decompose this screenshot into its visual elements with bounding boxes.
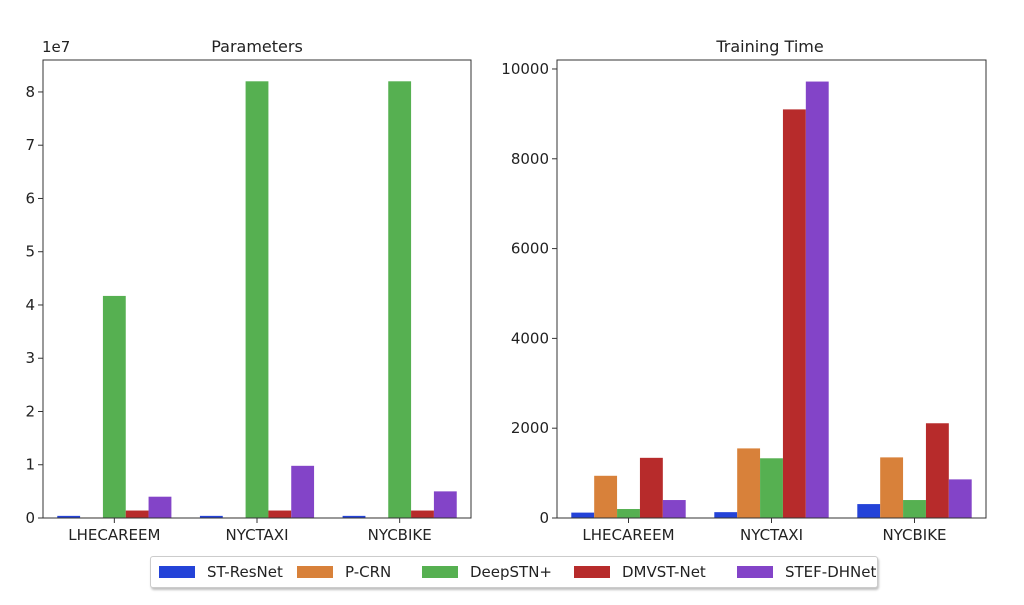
bar-dmvst-net-nycbike [411, 510, 434, 518]
legend: ST-ResNet P-CRN DeepSTN+ DMVST-Net STEF-… [150, 556, 878, 588]
bar-st-resnet-nycbike [342, 515, 366, 518]
legend-label-p-crn: P-CRN [345, 563, 392, 581]
y-tick-label: 2000 [511, 419, 549, 437]
parameters-plot-frame [42, 59, 472, 519]
bar-dmvst-net-nycbike [925, 423, 949, 518]
legend-label-st-resnet: ST-ResNet [207, 563, 283, 581]
bar-dmvst-net-nyctaxi [268, 510, 292, 518]
y-tick-label: 0 [25, 509, 35, 527]
bar-stef-dhnet-lhecareem [148, 496, 172, 518]
bar-st-resnet-lhecareem [571, 512, 595, 518]
y-tick-label: 8 [25, 83, 35, 101]
y-tick-label: 4000 [511, 329, 549, 347]
bar-deepstn-plus-lhecareem [102, 295, 126, 518]
bar-stef-dhnet-nycbike [433, 491, 457, 518]
y-tick-label: 3 [25, 349, 35, 367]
legend-label-dmvst-net: DMVST-Net [622, 563, 706, 581]
y-tick-label: 2 [25, 402, 35, 420]
x-tick-label: NYCBIKE [882, 526, 946, 544]
x-tick-label: LHECAREEM [68, 526, 160, 544]
bar-stef-dhnet-nyctaxi [805, 81, 829, 519]
bar-p-crn-nyctaxi [737, 448, 761, 518]
y-tick-label: 7 [25, 136, 35, 154]
legend-label-deepstn-plus: DeepSTN+ [470, 563, 553, 581]
training-time-chart: Training Time 0 2000 4000 6000 8000 10000 LHE… [501, 37, 987, 544]
legend-swatch-dmvst-net [574, 566, 610, 578]
x-tick-label: LHECAREEM [582, 526, 674, 544]
legend-item-p-crn: P-CRN [297, 563, 422, 581]
y-tick-label: 6000 [511, 240, 549, 258]
training-time-y-ticks: 0 2000 4000 6000 8000 10000 [501, 60, 557, 527]
bar-deepstn-plus-nycbike [388, 81, 412, 519]
legend-item-st-resnet: ST-ResNet [159, 563, 297, 581]
y-tick-label: 10000 [501, 60, 549, 78]
bar-stef-dhnet-nycbike [948, 479, 972, 518]
x-tick-label: NYCBIKE [368, 526, 432, 544]
y-tick-label: 1 [25, 456, 35, 474]
legend-swatch-st-resnet [159, 566, 195, 578]
bar-deepstn-plus-nyctaxi [760, 458, 783, 518]
training-time-x-ticks: LHECAREEM NYCTAXI NYCBIKE [582, 518, 947, 544]
parameters-chart: Parameters 1e7 0 1 2 3 4 5 6 7 8 LHECAREEM NYCTAX… [25, 37, 472, 544]
bar-dmvst-net-lhecareem [125, 510, 149, 518]
parameters-x-ticks: LHECAREEM NYCTAXI NYCBIKE [68, 518, 432, 544]
legend-swatch-deepstn-plus [422, 566, 458, 578]
bar-st-resnet-lhecareem [57, 515, 81, 518]
y-tick-label: 4 [25, 296, 35, 314]
training-time-bars [571, 81, 972, 519]
bar-st-resnet-nyctaxi [199, 515, 223, 518]
x-tick-label: NYCTAXI [740, 526, 803, 544]
bar-deepstn-plus-nyctaxi [245, 81, 269, 519]
y-tick-label: 8000 [511, 150, 549, 168]
parameters-bars [57, 81, 457, 519]
bar-st-resnet-nycbike [857, 504, 881, 518]
training-time-title: Training Time [715, 37, 823, 56]
y-tick-label: 6 [25, 189, 35, 207]
training-time-plot-frame [556, 59, 987, 519]
y-tick-label: 0 [539, 509, 549, 527]
parameters-y-ticks: 0 1 2 3 4 5 6 7 8 [25, 83, 43, 527]
bar-dmvst-net-nyctaxi [782, 109, 806, 518]
legend-item-deepstn-plus: DeepSTN+ [422, 563, 574, 581]
x-tick-label: NYCTAXI [226, 526, 289, 544]
legend-swatch-stef-dhnet [737, 566, 773, 578]
bar-st-resnet-nyctaxi [714, 512, 738, 518]
legend-swatch-p-crn [297, 566, 333, 578]
parameters-title: Parameters [211, 37, 303, 56]
legend-item-dmvst-net: DMVST-Net [574, 563, 737, 581]
legend-item-stef-dhnet: STEF-DHNet [737, 563, 877, 581]
bar-p-crn-lhecareem [594, 475, 618, 518]
bar-stef-dhnet-lhecareem [662, 500, 686, 518]
bar-p-crn-nycbike [880, 457, 904, 518]
bar-deepstn-plus-lhecareem [617, 509, 640, 518]
parameters-offset-label: 1e7 [42, 38, 70, 56]
bar-deepstn-plus-nycbike [903, 500, 926, 518]
bar-stef-dhnet-nyctaxi [291, 465, 315, 518]
y-tick-label: 5 [25, 243, 35, 261]
bar-dmvst-net-lhecareem [639, 457, 663, 518]
legend-label-stef-dhnet: STEF-DHNet [785, 563, 877, 581]
